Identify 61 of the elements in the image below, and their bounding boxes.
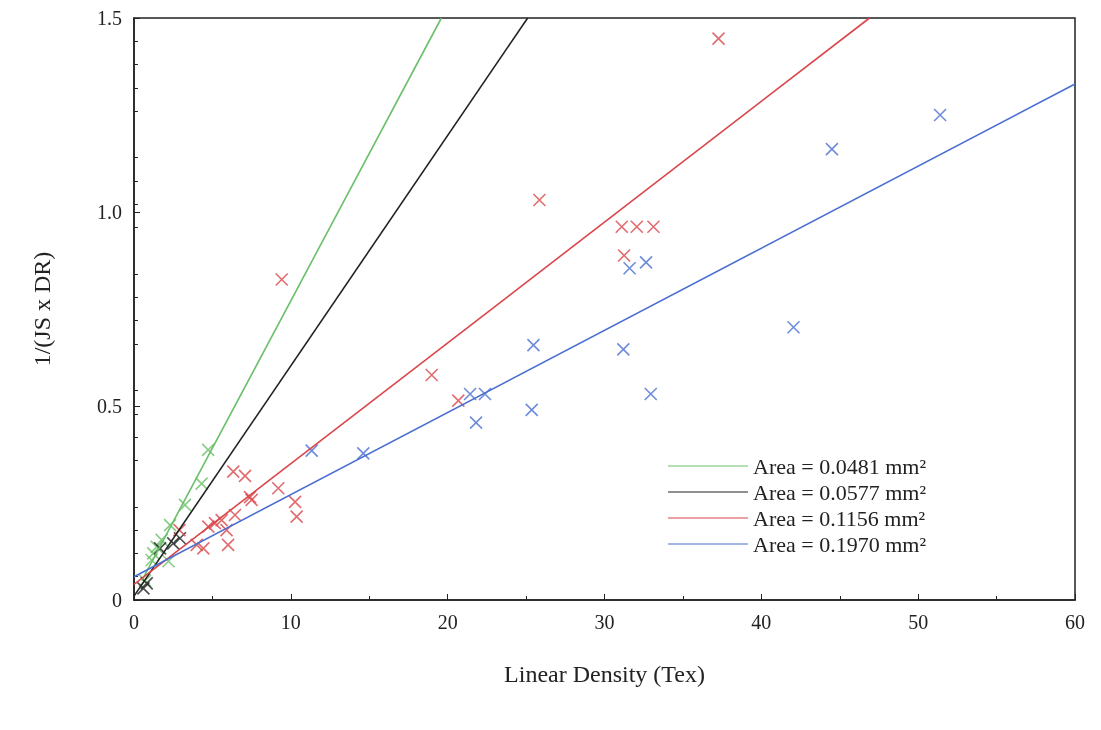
y-tick-label: 0	[112, 589, 122, 611]
point	[630, 219, 644, 234]
point	[149, 540, 164, 554]
point	[617, 248, 631, 263]
point	[161, 554, 176, 568]
point	[786, 320, 801, 335]
point	[194, 476, 209, 491]
y-tick-label: 1.5	[97, 7, 122, 29]
point	[208, 516, 222, 530]
point	[356, 446, 371, 461]
point	[228, 508, 242, 522]
x-tick-label: 40	[751, 611, 772, 633]
point	[196, 541, 211, 556]
x-tick-label: 50	[908, 611, 929, 633]
point	[532, 193, 547, 207]
point	[639, 255, 653, 270]
point	[173, 531, 187, 546]
point	[271, 481, 286, 496]
point	[451, 393, 466, 408]
point	[614, 219, 629, 234]
legend-label: Area = 0.0577 mm²	[753, 479, 927, 505]
point	[201, 519, 216, 534]
point	[622, 261, 637, 276]
point	[478, 387, 492, 401]
point	[616, 342, 631, 357]
point	[643, 387, 658, 401]
point	[189, 538, 204, 552]
point	[463, 387, 477, 401]
point	[153, 541, 167, 556]
x-tick-label: 60	[1065, 611, 1085, 633]
point	[304, 443, 319, 458]
point	[424, 368, 439, 382]
point	[526, 338, 541, 352]
y-tick-label: 0.5	[97, 395, 122, 417]
point	[172, 523, 187, 537]
legend-label: Area = 0.1156 mm²	[753, 505, 926, 531]
point	[646, 219, 661, 234]
legend-label: Area = 0.0481 mm²	[753, 453, 927, 479]
x-tick-label: 30	[594, 611, 615, 633]
point	[178, 498, 192, 512]
point	[166, 536, 181, 551]
x-axis-title: Linear Density (Tex)	[504, 661, 705, 687]
y-tick-label: 1.0	[97, 201, 122, 223]
point	[201, 443, 215, 457]
point	[214, 513, 229, 527]
point	[933, 108, 947, 122]
point	[711, 31, 726, 46]
point	[825, 142, 839, 156]
point	[274, 272, 289, 287]
point	[154, 533, 169, 547]
point	[226, 464, 241, 479]
point	[146, 546, 161, 561]
point	[238, 469, 252, 483]
point	[524, 403, 539, 417]
x-tick-label: 10	[280, 611, 301, 633]
point	[469, 415, 483, 430]
legend-label: Area = 0.1970 mm²	[753, 531, 927, 557]
y-axis-title: 1/(JS x DR)	[29, 251, 55, 367]
x-tick-label: 20	[437, 611, 458, 633]
point	[163, 518, 177, 532]
x-tick-label: 0	[129, 611, 139, 633]
